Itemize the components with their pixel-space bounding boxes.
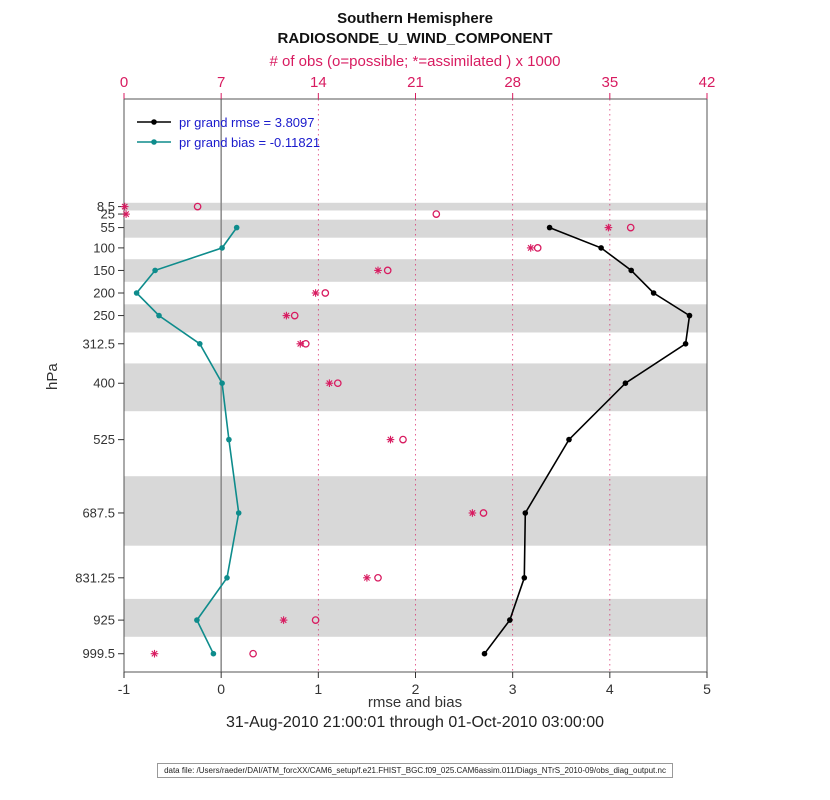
svg-text:999.5: 999.5 (82, 646, 115, 661)
top-axis-ticks: 0 7 14 21 28 35 42 (120, 74, 716, 99)
svg-text:3: 3 (509, 681, 517, 697)
top-axis-label: # of obs (o=possible; *=assimilated ) x … (269, 53, 561, 70)
legend-label: pr grand bias = -0.11821 (179, 134, 321, 150)
svg-text:200: 200 (93, 286, 115, 301)
plot-title-region: Southern Hemisphere (337, 10, 493, 27)
svg-text:2: 2 (412, 681, 420, 697)
svg-text:25: 25 (101, 207, 115, 222)
legend: pr grand rmse = 3.8097 pr grand bias = -0… (136, 112, 320, 152)
plot-title-variable: RADIOSONDE_U_WIND_COMPONENT (277, 30, 553, 47)
series-pr-grand-bias (133, 224, 242, 657)
svg-text:150: 150 (93, 263, 115, 278)
svg-text:4: 4 (606, 681, 614, 697)
svg-text:831.25: 831.25 (75, 570, 115, 585)
svg-text:925: 925 (93, 613, 115, 628)
svg-text:28: 28 (504, 74, 521, 91)
svg-text:42: 42 (699, 74, 716, 91)
legend-line-marker-swatch (137, 119, 171, 125)
legend-line-marker-swatch (137, 139, 171, 145)
svg-text:8.5: 8.5 (97, 199, 115, 214)
svg-text:525: 525 (93, 432, 115, 447)
series-n-assimilated-x1000 (120, 202, 613, 658)
bottom-axis-ticks: -1 0 1 2 3 4 5 (118, 672, 711, 697)
svg-text:55: 55 (101, 220, 115, 235)
svg-text:5: 5 (703, 681, 711, 697)
time-range-subtitle: 31-Aug-2010 21:00:01 through 01-Oct-2010… (225, 714, 605, 731)
svg-text:7: 7 (217, 74, 225, 91)
legend-label: pr grand rmse = 3.8097 (179, 114, 315, 130)
data-file-path: data file: /Users/raeder/DAI/ATM_forcXX/… (157, 763, 673, 778)
svg-text:-1: -1 (118, 681, 131, 697)
svg-text:0: 0 (120, 74, 128, 91)
svg-text:100: 100 (93, 240, 115, 255)
svg-text:687.5: 687.5 (82, 505, 115, 520)
svg-text:14: 14 (310, 74, 327, 91)
y-axis-label: hPa (44, 363, 61, 390)
series-pr-grand-rmse (481, 224, 693, 657)
svg-text:1: 1 (314, 681, 322, 697)
footer-wrap: data file: /Users/raeder/DAI/ATM_forcXX/… (0, 760, 830, 778)
svg-text:400: 400 (93, 376, 115, 391)
svg-text:0: 0 (217, 681, 225, 697)
svg-text:312.5: 312.5 (82, 336, 115, 351)
legend-item-1: pr grand bias = -0.11821 (136, 132, 320, 152)
bottom-axis-label: rmse and bias (367, 694, 463, 711)
legend-item-0: pr grand rmse = 3.8097 (136, 112, 320, 132)
series-n-possible-x1000 (193, 202, 635, 658)
svg-text:250: 250 (93, 308, 115, 323)
svg-text:21: 21 (407, 74, 424, 91)
svg-text:35: 35 (601, 74, 618, 91)
